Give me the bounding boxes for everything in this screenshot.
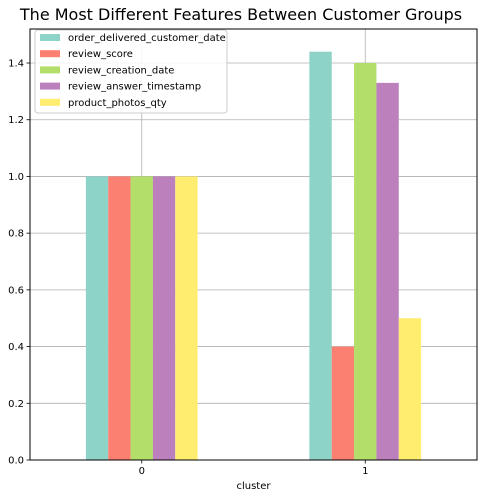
bar-review_score-cluster-0 bbox=[108, 176, 131, 460]
y-tick-label: 1.0 bbox=[8, 172, 24, 183]
x-tick-label: 0 bbox=[139, 466, 145, 477]
bar-product_photos_qty-cluster-1 bbox=[398, 318, 422, 460]
bar-order_delivered_customer_date-cluster-0 bbox=[85, 176, 109, 460]
y-tick-label: 0.4 bbox=[8, 342, 24, 353]
bar-review_creation_date-cluster-1 bbox=[354, 63, 377, 461]
x-axis-label: cluster bbox=[236, 481, 271, 492]
bar-review_answer_timestamp-cluster-0 bbox=[152, 176, 176, 460]
bars bbox=[85, 51, 422, 461]
bar-order_delivered_customer_date-cluster-1 bbox=[309, 51, 332, 461]
legend-swatch bbox=[40, 50, 60, 58]
legend-label: product_photos_qty bbox=[68, 98, 167, 109]
x-tick-label: 1 bbox=[362, 466, 368, 477]
legend-swatch bbox=[40, 66, 60, 74]
legend-swatch bbox=[40, 98, 60, 106]
bar-review_answer_timestamp-cluster-1 bbox=[376, 82, 399, 460]
bar-product_photos_qty-cluster-0 bbox=[175, 176, 198, 460]
legend-label: review_score bbox=[68, 49, 133, 60]
y-tick-label: 1.2 bbox=[8, 115, 24, 126]
legend-label: review_answer_timestamp bbox=[68, 82, 201, 93]
y-tick-label: 1.4 bbox=[8, 59, 24, 70]
legend-box bbox=[34, 29, 228, 114]
legend-swatch bbox=[40, 82, 60, 90]
legend: order_delivered_customer_date review_scor… bbox=[34, 29, 228, 114]
y-tick-label: 0.8 bbox=[8, 229, 24, 240]
y-tick-label: 0.6 bbox=[8, 285, 24, 296]
bar-review_creation_date-cluster-0 bbox=[130, 176, 153, 460]
plot-area-frame bbox=[29, 28, 478, 461]
y-tick-label: 0.2 bbox=[8, 399, 24, 410]
legend-label: order_delivered_customer_date bbox=[68, 33, 226, 44]
bar-review_score-cluster-1 bbox=[331, 346, 355, 460]
legend-swatch bbox=[40, 34, 60, 41]
y-axis: 0.0 0.2 0.4 0.6 0.8 1.0 1.2 1.4 bbox=[8, 59, 30, 467]
legend-label: review_creation_date bbox=[68, 65, 174, 76]
y-tick-label: 0.0 bbox=[8, 456, 24, 467]
chart-title: The Most Different Features Between Cust… bbox=[19, 5, 462, 24]
